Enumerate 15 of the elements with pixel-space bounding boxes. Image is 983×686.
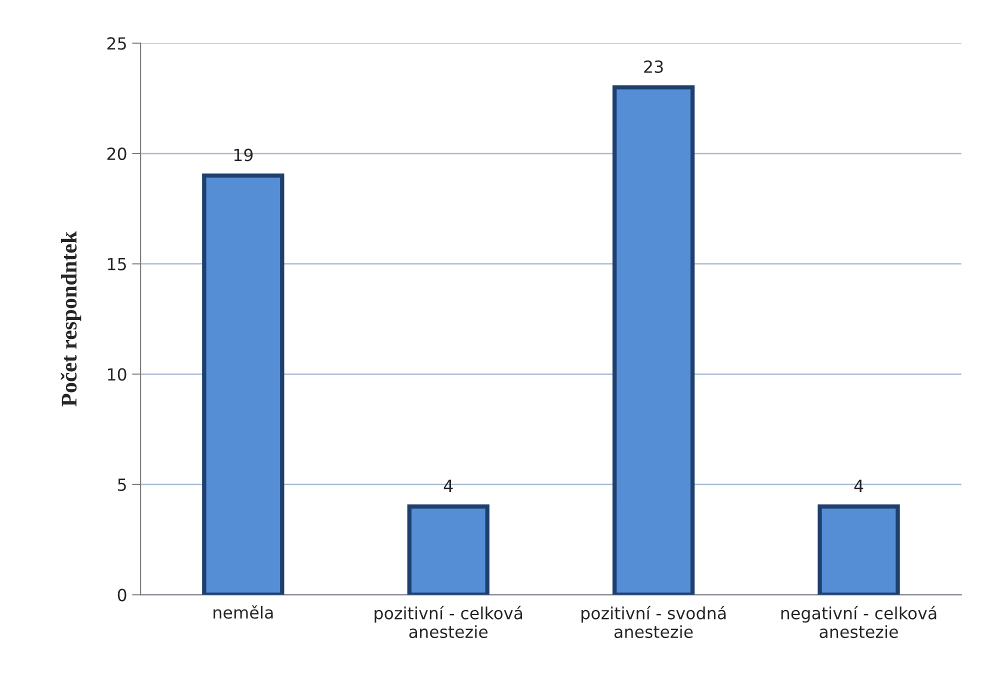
y-tick-label: 15	[108, 258, 126, 270]
data-label: 23	[644, 60, 663, 73]
x-tick-label: neměla	[214, 605, 273, 619]
y-tick-label: 10	[108, 368, 126, 381]
y-tick-label: 25	[107, 37, 126, 50]
x-tick-label: pozitivní - svodná anestezie	[582, 606, 726, 638]
y-tick-label: 5	[118, 478, 126, 492]
data-label: 19	[234, 148, 253, 162]
y-axis-title: Počet respondntek	[60, 231, 82, 406]
data-label: 4	[854, 480, 864, 492]
data-label: 4	[444, 480, 453, 492]
y-tick-label: 20	[107, 147, 126, 160]
x-tick-label: pozitivní - celková anestezie	[374, 606, 522, 638]
x-tick-label: negativní - celková anestezie	[781, 606, 936, 638]
y-tick-label: 0	[118, 588, 126, 602]
